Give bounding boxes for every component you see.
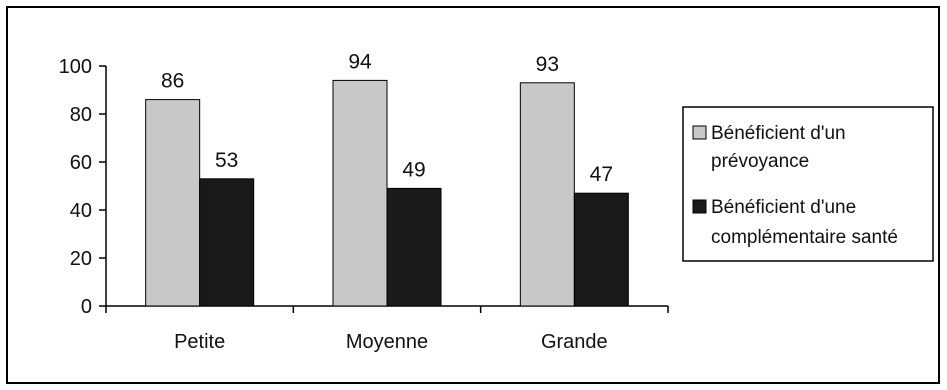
bar-prevoyance-petite	[145, 99, 201, 307]
y-tick-label: 100	[59, 56, 92, 78]
y-axis: 0 20 40 60 80 100	[59, 56, 107, 318]
bar-complementaire-petite	[199, 178, 255, 307]
data-label: 94	[348, 50, 372, 73]
x-category-label: Grande	[541, 331, 608, 353]
x-category-label: Petite	[174, 331, 225, 353]
x-category-label: Moyenne	[346, 331, 428, 353]
bars-group	[145, 79, 629, 307]
legend-label-complementaire-line2: complémentaire santé	[711, 227, 898, 248]
bar-prevoyance-grande	[519, 82, 575, 307]
data-labels-group: 86 53 94 49 93 47	[161, 50, 613, 186]
legend-label-complementaire-line1: Bénéficient d'une	[711, 197, 856, 218]
y-tick-label: 0	[81, 296, 92, 318]
legend-label-prevoyance-line1: Bénéficient d'un	[711, 123, 846, 144]
legend-label-prevoyance-line2: prévoyance	[711, 151, 809, 172]
data-label: 49	[402, 158, 425, 181]
bar-prevoyance-moyenne	[332, 79, 388, 307]
data-label: 93	[536, 53, 559, 76]
legend-swatch-prevoyance	[692, 125, 707, 140]
data-label: 53	[215, 149, 238, 172]
y-tick-label: 80	[70, 104, 92, 126]
legend-swatch-complementaire	[692, 199, 707, 214]
bar-complementaire-grande	[573, 192, 629, 307]
y-tick-label: 40	[70, 200, 92, 222]
data-label: 47	[590, 163, 613, 186]
legend-box	[682, 106, 934, 262]
legend: Bénéficient d'un prévoyance Bénéficient …	[682, 106, 934, 262]
y-tick-label: 60	[70, 152, 92, 174]
data-label: 86	[161, 70, 184, 93]
bar-complementaire-moyenne	[386, 187, 442, 307]
y-tick-label: 20	[70, 248, 92, 270]
